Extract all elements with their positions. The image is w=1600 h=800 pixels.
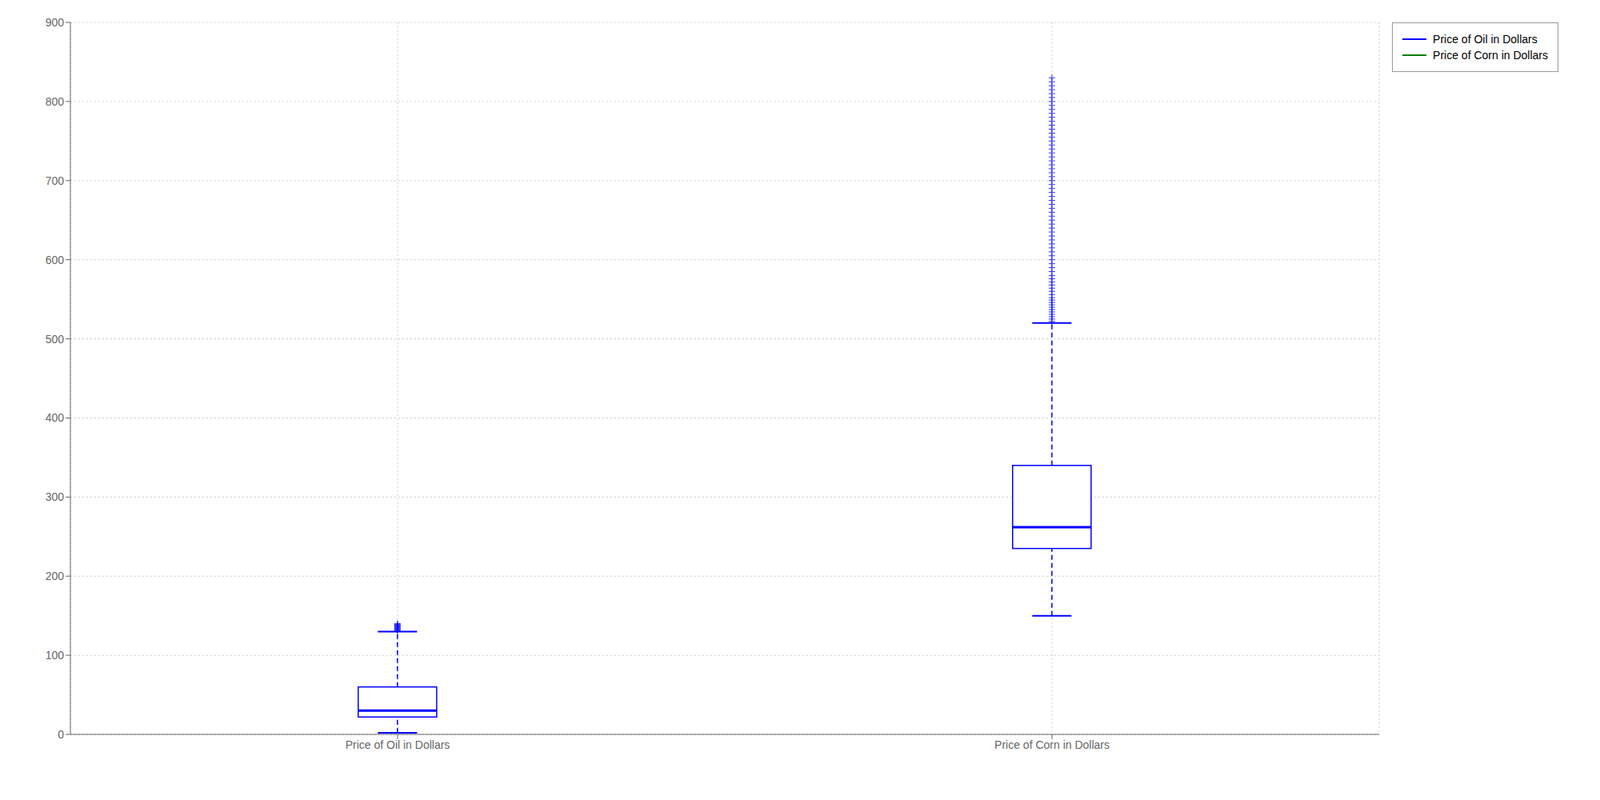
- svg-text:700: 700: [45, 174, 65, 188]
- svg-text:Price of Oil in Dollars: Price of Oil in Dollars: [345, 738, 451, 752]
- svg-text:300: 300: [45, 490, 65, 504]
- svg-text:400: 400: [45, 411, 65, 424]
- svg-text:500: 500: [45, 332, 65, 346]
- svg-text:800: 800: [45, 95, 65, 108]
- svg-text:Price of Corn in Dollars: Price of Corn in Dollars: [994, 738, 1110, 752]
- svg-text:0: 0: [57, 728, 64, 741]
- svg-text:100: 100: [45, 648, 65, 662]
- html-text:Price of Corn in Dollars: Price of Corn in Dollars: [1432, 48, 1548, 62]
- svg-text:600: 600: [45, 253, 65, 267]
- svg-text:200: 200: [45, 569, 65, 583]
- html-text:Price of Oil in Dollars: Price of Oil in Dollars: [1432, 32, 1538, 46]
- svg-text:900: 900: [45, 16, 65, 29]
